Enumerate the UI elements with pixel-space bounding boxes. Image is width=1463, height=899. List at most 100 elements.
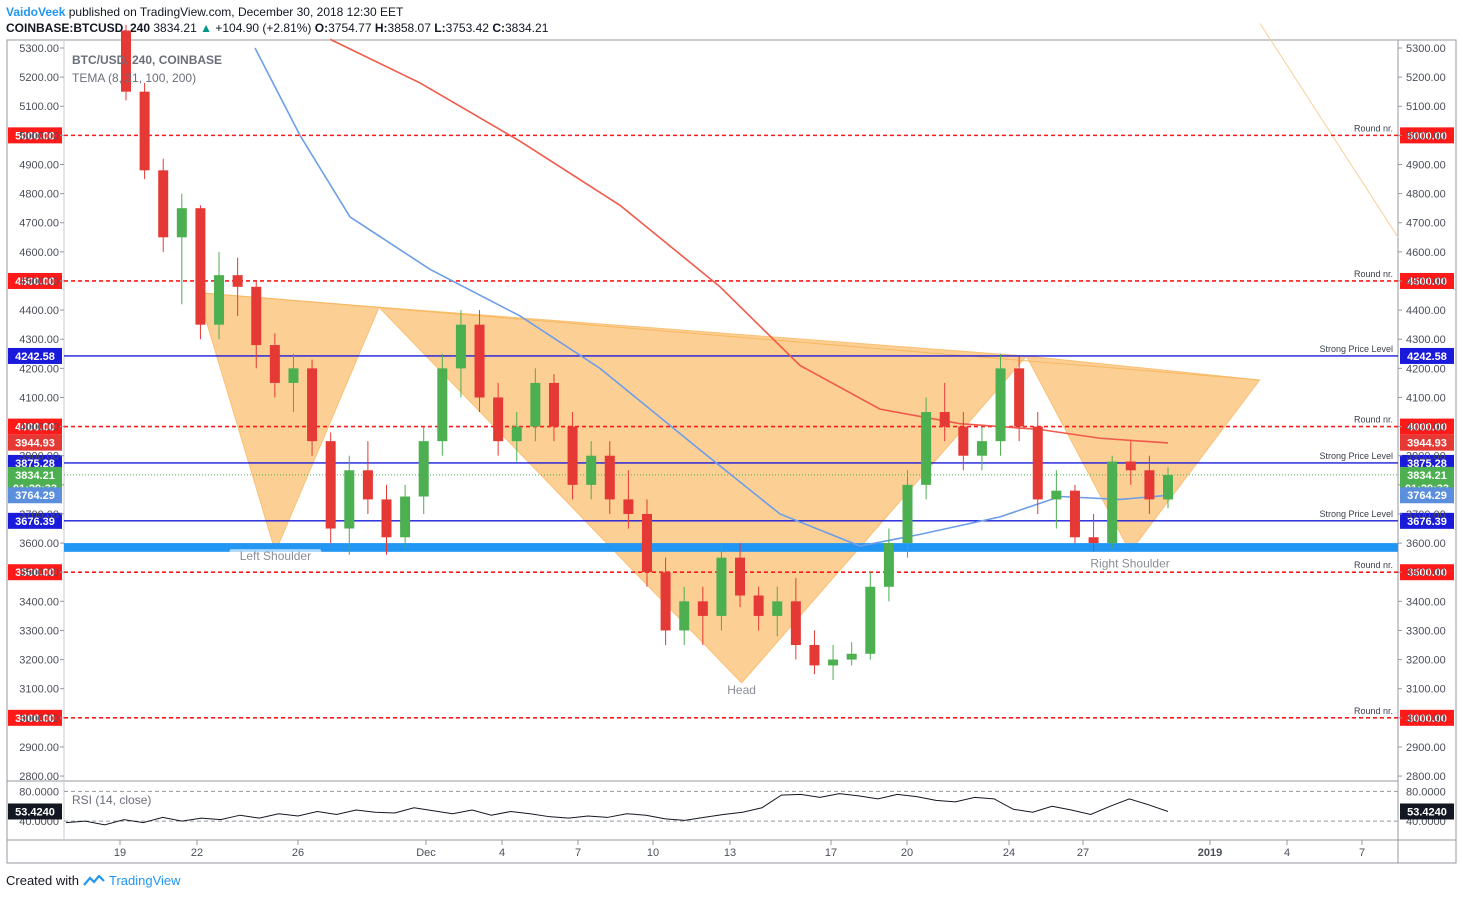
candle-body xyxy=(1032,426,1043,500)
price-tick-label-left: 3600.00 xyxy=(19,538,59,550)
rsi-tick-left: 80.0000 xyxy=(19,786,59,798)
candle-body xyxy=(1051,490,1062,500)
price-tick-label-left: 4700.00 xyxy=(19,218,59,230)
price-tag-left: 3764.29 xyxy=(15,490,55,502)
time-tick-label: 26 xyxy=(292,847,304,859)
price-tag-left-bg xyxy=(8,466,62,483)
candle-body xyxy=(865,586,876,654)
time-tick-label: 2019 xyxy=(1198,847,1222,859)
level-note: Strong Price Level xyxy=(1319,509,1393,519)
rsi-line xyxy=(65,793,1169,826)
price-tick-label-right: 4000.00 xyxy=(1406,422,1446,434)
publish-header: VaidoVeek published on TradingView.com, … xyxy=(6,4,548,36)
price-axis[interactable]: 5300.00 5300.00 5200.00 5200.00 5100.00 5100.… xyxy=(19,43,1446,783)
level-tag-right: 4500.00 xyxy=(1407,276,1447,288)
time-tick-label: 27 xyxy=(1077,847,1089,859)
price-tick-label-left: 5000.00 xyxy=(19,130,59,142)
price-tag-left: 3944.93 xyxy=(15,438,55,450)
candle-body xyxy=(325,441,336,529)
support-band-rect xyxy=(64,543,1398,552)
support-band xyxy=(64,543,1398,552)
close-value: 3834.21 xyxy=(504,21,549,35)
candle-body xyxy=(511,426,522,442)
candle-body xyxy=(195,208,206,325)
candle-body xyxy=(1125,461,1136,471)
price-tick-label-right: 3300.00 xyxy=(1406,625,1446,637)
pattern-labels: Left Shoulder Head Right Shoulder xyxy=(229,549,1180,699)
low-label: L: xyxy=(434,21,446,35)
candle-body xyxy=(809,645,820,666)
level-tag-right: 3676.39 xyxy=(1407,516,1447,528)
tradingview-link[interactable]: TradingView xyxy=(108,873,181,888)
price-tick-label-right: 3400.00 xyxy=(1406,596,1446,608)
price-tag-right: 3764.29 xyxy=(1407,490,1447,502)
pattern-label-bg xyxy=(229,549,322,565)
candle-body xyxy=(251,286,262,346)
candle-body xyxy=(344,470,355,529)
level-tag-right-bg xyxy=(1400,512,1454,529)
level-tag-left-bg xyxy=(8,418,62,435)
rsi-value-tag-left-bg xyxy=(8,803,62,820)
price-tick-label-left: 3200.00 xyxy=(19,655,59,667)
candle-body xyxy=(214,275,225,325)
level-tag-right-bg xyxy=(1400,564,1454,581)
candle-body xyxy=(307,368,318,442)
author-link[interactable]: VaidoVeek xyxy=(6,5,66,19)
level-tag-right: 4000.00 xyxy=(1407,422,1447,434)
candle-body xyxy=(846,653,857,660)
candle-body xyxy=(437,368,448,442)
time-tick-label: 7 xyxy=(1359,847,1365,859)
high-value: 3858.07 xyxy=(387,21,431,35)
candle-body xyxy=(530,382,541,427)
level-tag-left: 4242.58 xyxy=(15,351,55,363)
price-tick-label-right: 3500.00 xyxy=(1406,567,1446,579)
price-tick-label-left: 4800.00 xyxy=(19,189,59,201)
price-tag-right-bg xyxy=(1400,487,1454,504)
price-tag-right-bg xyxy=(1400,466,1454,483)
candle-body xyxy=(288,368,299,383)
level-note: Round nr. xyxy=(1354,415,1393,425)
level-note: Strong Price Level xyxy=(1319,344,1393,354)
candle-body xyxy=(697,601,708,616)
candle-body xyxy=(1163,474,1173,500)
candle-body xyxy=(828,659,839,666)
level-note: Round nr. xyxy=(1354,706,1393,716)
price-tick-label-left: 3100.00 xyxy=(19,684,59,696)
level-tag-right: 3500.00 xyxy=(1407,567,1447,579)
price-tick-label-left: 4100.00 xyxy=(19,392,59,404)
legend-line1: BTC/USD, 240, COINBASE xyxy=(72,53,222,67)
pattern-right-shoulder xyxy=(1025,355,1261,553)
level-note: Round nr. xyxy=(1354,269,1393,279)
symbol-line: COINBASE:BTCUSD, 240 xyxy=(6,21,151,35)
rsi-tick-right: 80.0000 xyxy=(1406,786,1446,798)
low-value: 3753.42 xyxy=(445,21,489,35)
time-axis[interactable]: 19 22 26 Dec 4 7 10 13 17 20 24 27 2019 4 7 xyxy=(114,840,1365,859)
time-tick-label: 13 xyxy=(724,847,736,859)
level-tag-left: 4500.00 xyxy=(15,276,55,288)
price-tick-label-right: 5100.00 xyxy=(1406,101,1446,113)
published-text: published on TradingView.com, December 3… xyxy=(68,5,404,19)
level-tag-left-bg xyxy=(8,564,62,581)
price-tick-label-left: 3500.00 xyxy=(19,567,59,579)
candle-body xyxy=(883,543,894,587)
level-tag-left: 5000.00 xyxy=(15,130,55,142)
price-tick-label-left: 3300.00 xyxy=(19,625,59,637)
level-tag-left: 3500.00 xyxy=(15,567,55,579)
footer: Created with TradingView xyxy=(6,873,181,888)
level-tag-left-bg xyxy=(8,347,62,364)
time-tick-label: 4 xyxy=(1284,847,1290,859)
level-tag-right-bg xyxy=(1400,709,1454,726)
level-tag-right: 4242.58 xyxy=(1407,351,1447,363)
candle-body xyxy=(158,170,169,238)
candle-body xyxy=(548,382,559,427)
open-label: O: xyxy=(314,21,329,35)
level-tag-right-bg xyxy=(1400,418,1454,435)
price-tick-label-right: 4500.00 xyxy=(1406,276,1446,288)
candle-body xyxy=(939,412,950,427)
level-tag-right: 5000.00 xyxy=(1407,130,1447,142)
price-tick-label-left: 3900.00 xyxy=(19,451,59,463)
candle-body xyxy=(474,324,485,398)
candle-body xyxy=(753,595,764,616)
tema-blue-line xyxy=(254,47,1169,547)
